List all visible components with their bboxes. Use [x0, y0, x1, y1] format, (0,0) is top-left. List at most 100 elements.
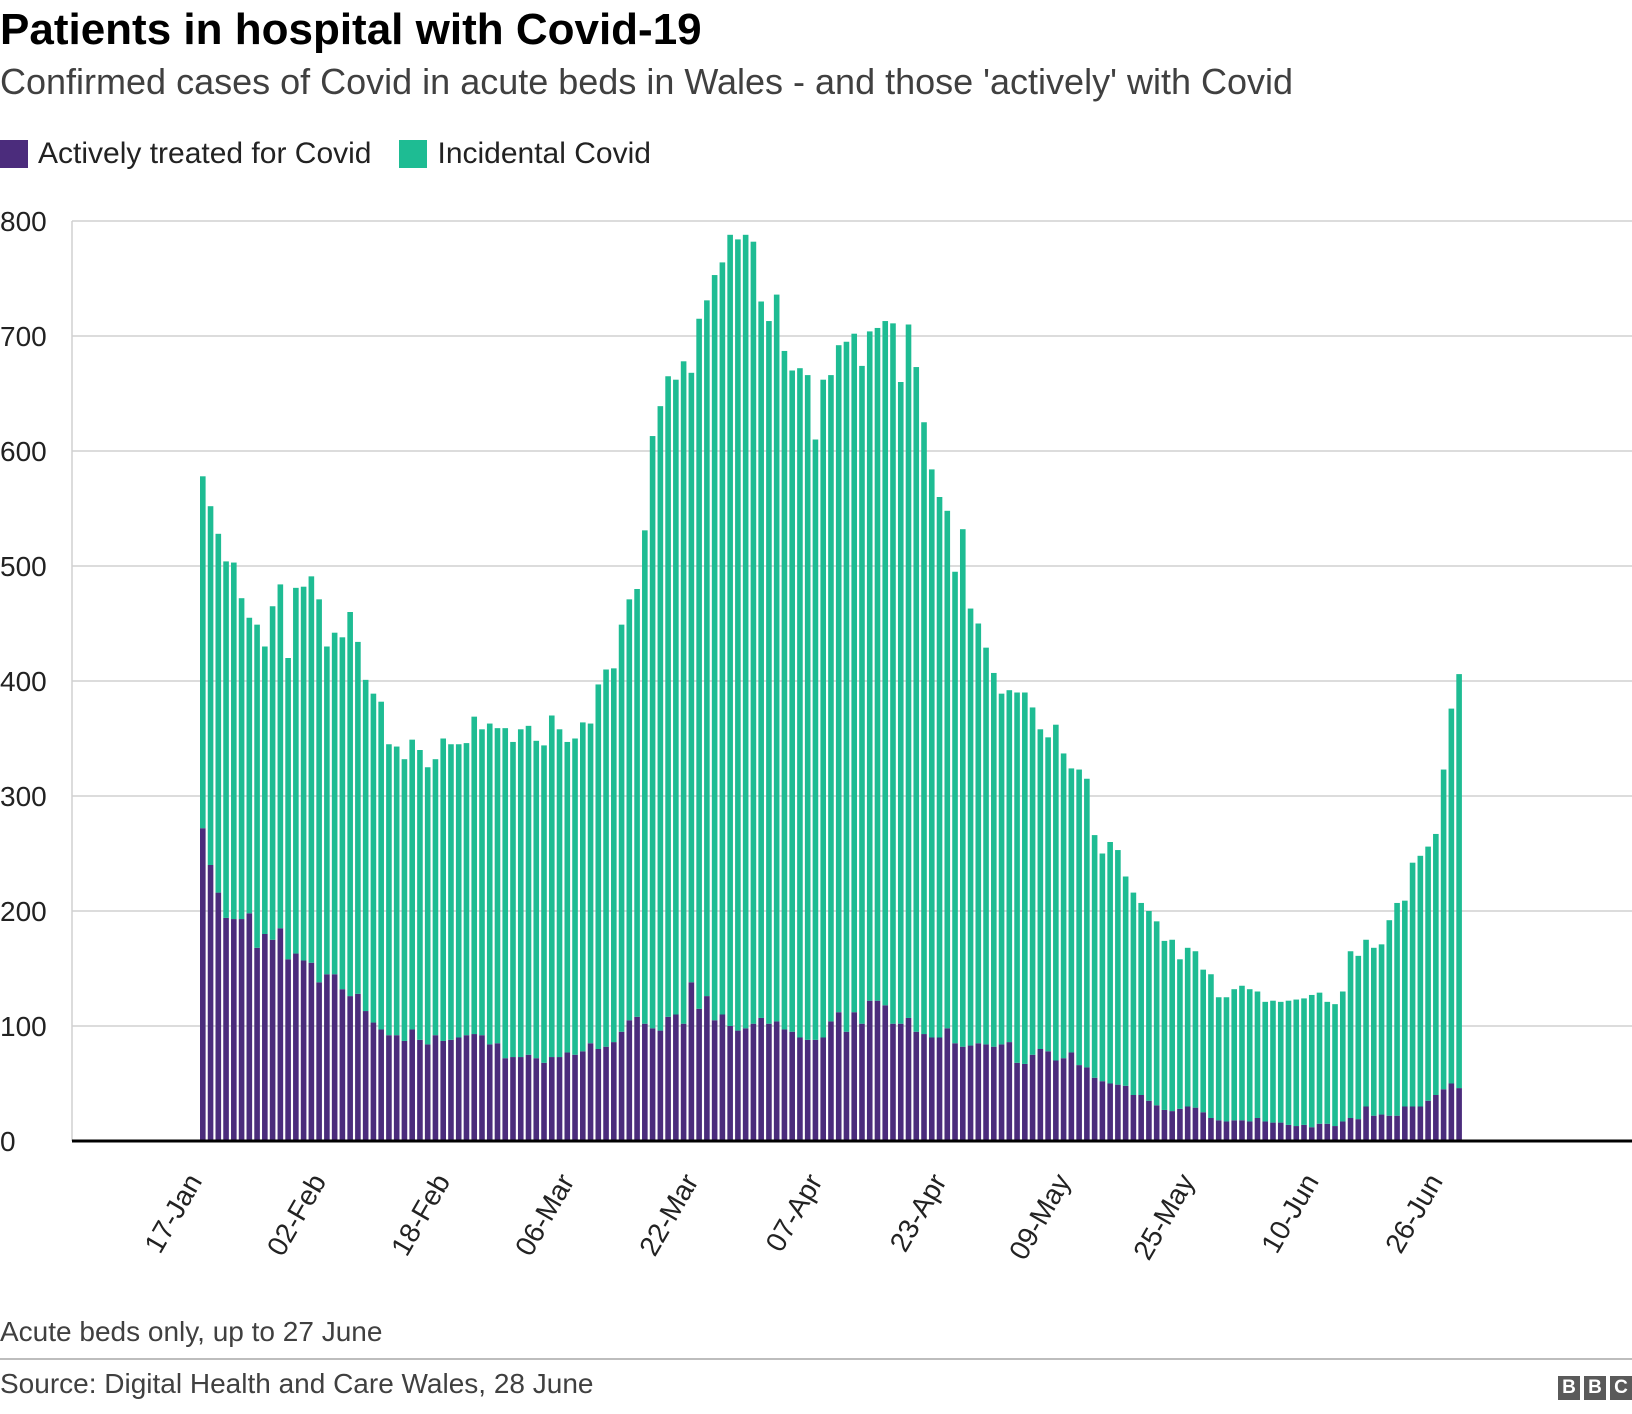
bar-actively-treated	[409, 1029, 415, 1141]
bar-actively-treated	[548, 1057, 555, 1141]
bar-actively-treated	[1285, 1124, 1292, 1141]
bar-incidental	[1347, 951, 1354, 1118]
bar-incidental	[936, 497, 943, 1038]
bar-incidental	[665, 376, 671, 1017]
bar-actively-treated	[742, 1028, 749, 1141]
bar-incidental	[331, 632, 338, 975]
bar-actively-treated	[401, 1040, 408, 1141]
bar-actively-treated	[913, 1031, 920, 1141]
bar-incidental	[502, 728, 509, 1059]
bar-actively-treated	[983, 1044, 989, 1141]
bar-actively-treated	[1324, 1123, 1331, 1141]
footnote: Acute beds only, up to 27 June	[0, 1316, 383, 1347]
bar-actively-treated	[680, 1023, 687, 1141]
bar-incidental	[983, 647, 989, 1045]
bar-incidental	[618, 624, 625, 1032]
bar-actively-treated	[657, 1030, 664, 1141]
bar-incidental	[735, 239, 741, 1031]
bar-actively-treated	[1270, 1122, 1276, 1141]
bar-incidental	[1022, 692, 1028, 1064]
bar-actively-treated	[355, 993, 361, 1141]
bar-actively-treated	[944, 1028, 951, 1141]
bar-actively-treated	[1115, 1084, 1121, 1141]
bar-actively-treated	[789, 1031, 795, 1141]
bar-actively-treated	[1254, 1118, 1261, 1141]
bar-incidental	[1177, 959, 1183, 1109]
bar-incidental	[262, 646, 268, 934]
bar-incidental	[533, 740, 540, 1059]
x-tick-label: 17-Jan	[138, 1169, 208, 1259]
bar-actively-treated	[750, 1023, 757, 1141]
bar-incidental	[269, 606, 276, 940]
bar-incidental	[890, 323, 896, 1024]
bar-incidental	[440, 738, 446, 1041]
bar-actively-treated	[1231, 1120, 1238, 1141]
bar-actively-treated	[316, 982, 322, 1141]
bar-incidental	[1153, 921, 1160, 1106]
bar-actively-treated	[688, 982, 695, 1141]
bar-actively-treated	[1138, 1095, 1144, 1141]
y-tick-label: 100	[0, 1011, 47, 1042]
bar-actively-treated	[1091, 1077, 1098, 1141]
bar-incidental	[285, 658, 291, 960]
y-tick-label: 400	[0, 666, 47, 697]
bar-incidental	[758, 301, 764, 1018]
bar-actively-treated	[587, 1043, 594, 1141]
bar-incidental	[1060, 753, 1067, 1059]
bar-actively-treated	[1394, 1115, 1400, 1141]
bar-actively-treated	[812, 1039, 819, 1141]
bar-incidental	[207, 506, 214, 865]
bar-actively-treated	[525, 1054, 532, 1141]
bar-incidental	[1301, 998, 1307, 1125]
chart-legend: Actively treated for Covid Incidental Co…	[0, 136, 679, 172]
bar-incidental	[200, 476, 206, 829]
bar-incidental	[556, 729, 563, 1058]
bar-actively-treated	[1402, 1106, 1408, 1141]
bar-actively-treated	[1448, 1083, 1455, 1141]
bar-incidental	[1029, 707, 1036, 1055]
bar-actively-treated	[1153, 1105, 1160, 1141]
bar-incidental	[928, 469, 935, 1038]
bar-incidental	[688, 372, 695, 983]
bar-actively-treated	[1161, 1109, 1168, 1141]
bar-actively-treated	[362, 1011, 369, 1141]
bar-incidental	[680, 361, 687, 1024]
bar-incidental	[975, 623, 982, 1044]
bar-actively-treated	[882, 1005, 889, 1141]
bar-actively-treated	[828, 1021, 834, 1141]
bar-actively-treated	[223, 917, 229, 1141]
bar-actively-treated	[649, 1028, 656, 1141]
footer-divider	[0, 1358, 1632, 1360]
bar-incidental	[1433, 833, 1439, 1095]
bar-incidental	[1169, 939, 1175, 1112]
legend-label-actively-treated: Actively treated for Covid	[38, 137, 372, 170]
bar-incidental	[1200, 969, 1206, 1113]
bar-actively-treated	[1037, 1049, 1044, 1141]
bar-incidental	[246, 617, 253, 914]
bar-incidental	[231, 562, 237, 920]
bar-incidental	[944, 510, 951, 1029]
bar-actively-treated	[665, 1016, 671, 1141]
bar-incidental	[587, 723, 594, 1044]
bar-actively-treated	[1301, 1124, 1307, 1141]
bar-actively-treated	[200, 828, 206, 1141]
bar-incidental	[455, 744, 462, 1038]
bar-actively-treated	[262, 934, 268, 1141]
bar-incidental	[1316, 992, 1323, 1124]
bar-actively-treated	[603, 1046, 609, 1141]
y-axis-tick-labels: 0 100 200 300 400 500 600 700 800	[0, 206, 47, 1157]
bar-actively-treated	[308, 962, 315, 1141]
bar-incidental	[1138, 902, 1144, 1095]
bar-incidental	[254, 624, 260, 948]
bar-actively-treated	[1053, 1060, 1059, 1141]
bar-actively-treated	[1146, 1100, 1152, 1141]
y-tick-label: 700	[0, 321, 47, 352]
bar-incidental	[1161, 940, 1168, 1110]
bar-actively-treated	[642, 1023, 648, 1141]
x-tick-label: 25-May	[1127, 1169, 1201, 1265]
bar-incidental	[1037, 729, 1044, 1049]
bar-actively-treated	[1084, 1067, 1090, 1141]
bar-incidental	[1076, 769, 1082, 1066]
chart-title: Patients in hospital with Covid-19	[0, 5, 702, 54]
bar-incidental	[1130, 892, 1137, 1095]
